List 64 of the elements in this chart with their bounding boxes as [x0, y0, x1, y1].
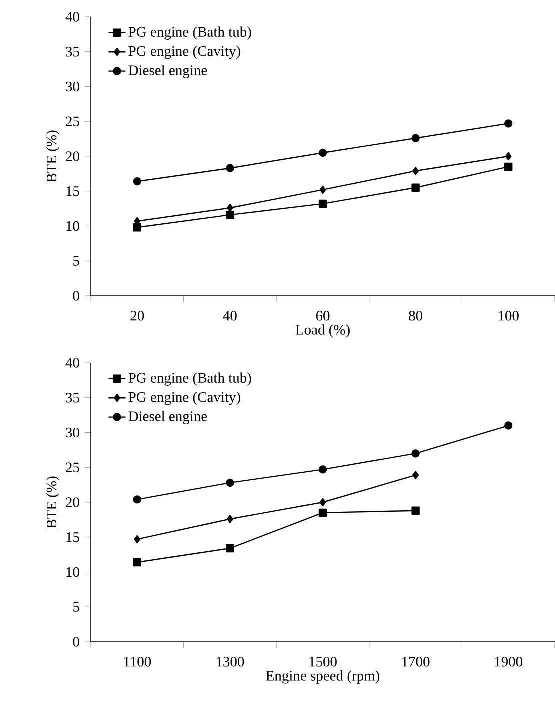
y-tick-label: 25 — [66, 462, 80, 472]
x-tick-label: 20 — [130, 311, 144, 321]
point — [318, 148, 328, 158]
y-tick-label: 30 — [66, 428, 80, 438]
x-axis-title: Load (%) — [296, 324, 350, 338]
x-tick-label: 80 — [409, 311, 422, 321]
y-tick-label: 40 — [66, 358, 80, 368]
point — [226, 478, 234, 488]
x-tick-label: 1100 — [124, 657, 152, 667]
point — [226, 210, 234, 220]
y-tick-label: 35 — [66, 393, 80, 403]
point — [226, 515, 234, 524]
x-tick-label: 1900 — [495, 657, 523, 667]
y-tick-label: 10 — [66, 567, 80, 578]
point — [412, 134, 420, 142]
point — [320, 186, 326, 194]
point — [133, 558, 142, 567]
point — [505, 152, 512, 161]
y-tick-label: 0 — [73, 291, 80, 301]
y-tick-label: 20 — [66, 498, 80, 508]
y-tick-label: 35 — [66, 47, 80, 57]
y-tick-label: 40 — [66, 12, 80, 22]
point — [320, 498, 326, 507]
point — [226, 544, 234, 553]
x-tick-label: 1300 — [216, 657, 244, 667]
x-tick-label: 1700 — [402, 657, 430, 667]
point — [412, 506, 420, 515]
point — [504, 120, 513, 128]
legend-label: PG engine (Bath tub) — [128, 26, 252, 40]
point — [133, 178, 142, 186]
x-axis-title: Engine speed (rpm) — [266, 670, 380, 684]
y-tick-label: 30 — [66, 82, 80, 92]
point — [504, 422, 513, 430]
point — [412, 167, 420, 176]
x-tick-label: 40 — [223, 311, 237, 321]
legend-label: PG engine (Cavity) — [128, 46, 240, 60]
x-tick-label: 60 — [316, 311, 330, 321]
point — [412, 471, 420, 480]
x-tick-label: 1500 — [310, 657, 337, 667]
legend-label: PG engine (Bath tub) — [128, 372, 252, 386]
point — [318, 508, 328, 518]
y-tick-label: 10 — [66, 221, 80, 232]
y-tick-label: 25 — [66, 116, 80, 126]
point — [318, 200, 328, 208]
y-tick-label: 5 — [74, 256, 80, 266]
point — [133, 224, 142, 232]
point — [504, 162, 513, 172]
y-tick-label: 5 — [74, 602, 80, 612]
y-axis-title: BTE (%) — [46, 476, 60, 528]
point — [412, 450, 420, 458]
y-tick-label: 0 — [73, 637, 80, 647]
point — [226, 164, 234, 172]
y-tick-label: 15 — [66, 186, 80, 196]
point — [133, 496, 142, 504]
point — [412, 184, 420, 192]
x-tick-label: 100 — [499, 311, 519, 321]
y-tick-label: 20 — [66, 152, 80, 162]
legend-label: Diesel engine — [128, 65, 208, 78]
point — [318, 466, 328, 474]
y-axis-title: BTE (%) — [46, 130, 60, 182]
point — [134, 535, 141, 544]
y-tick-label: 15 — [66, 532, 80, 542]
legend-label: Diesel engine — [128, 411, 208, 424]
legend-label: PG engine (Cavity) — [128, 392, 240, 406]
